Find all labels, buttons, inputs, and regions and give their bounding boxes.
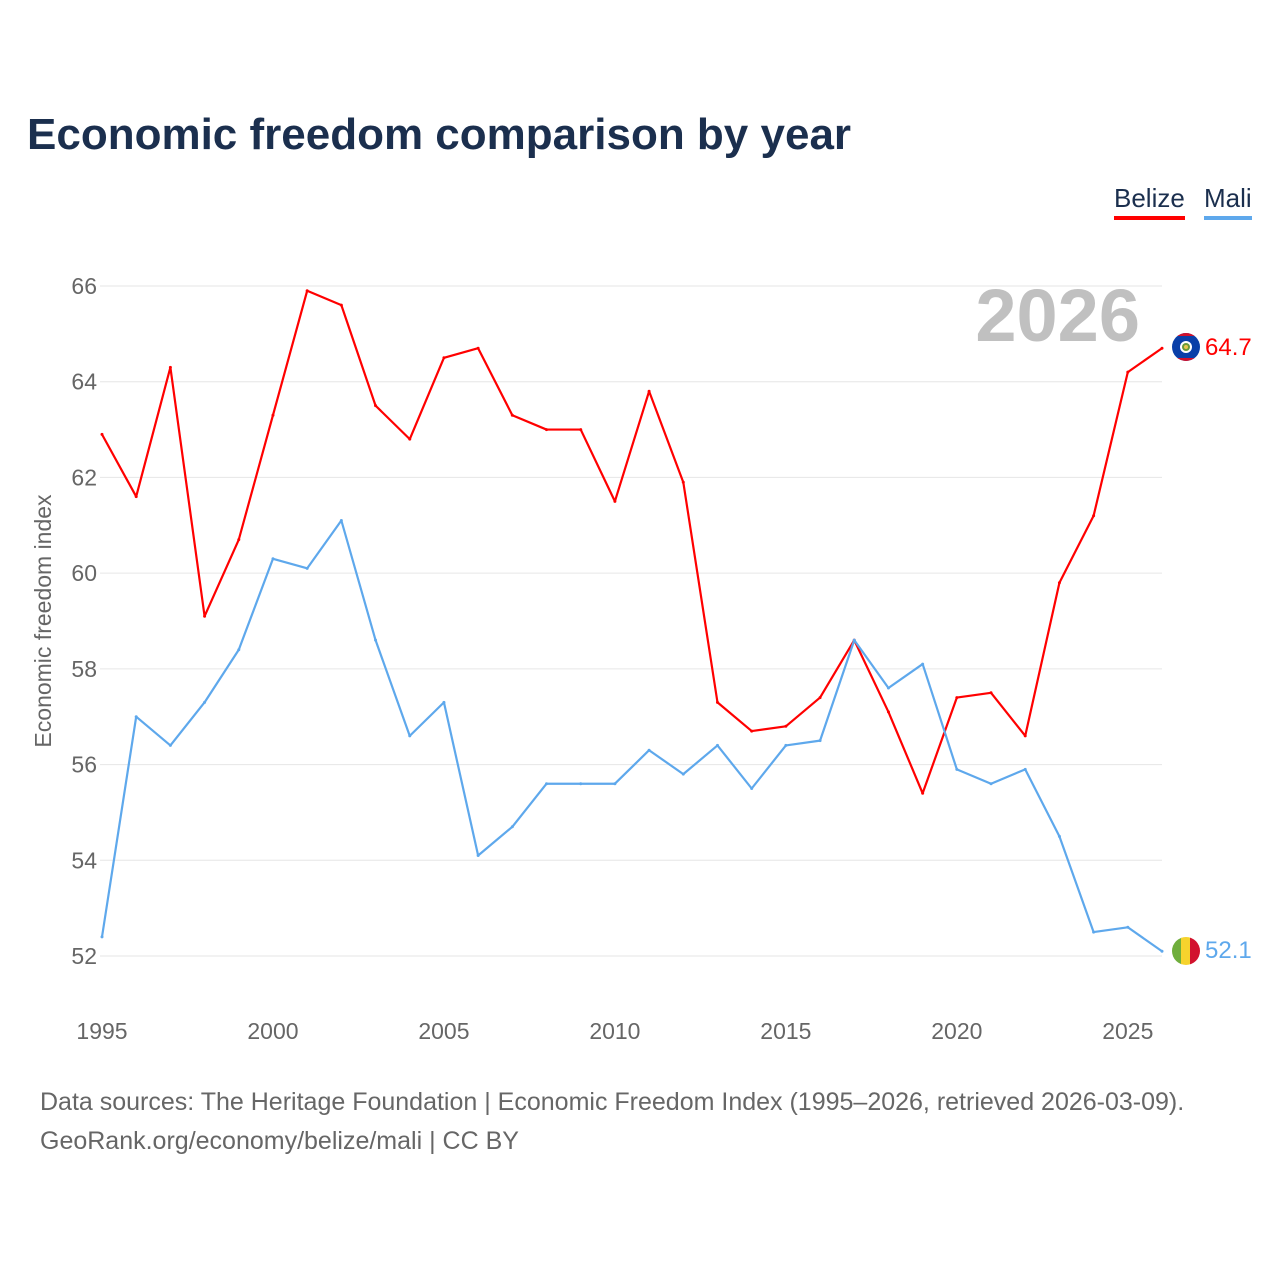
data-point-belize bbox=[715, 700, 719, 704]
series-line-mali bbox=[100, 519, 1163, 953]
data-point-mali bbox=[134, 715, 138, 719]
data-point-mali bbox=[1023, 767, 1027, 771]
data-point-mali bbox=[305, 566, 309, 570]
y-tick-label: 66 bbox=[71, 273, 97, 299]
data-point-belize bbox=[750, 729, 754, 733]
data-point-belize bbox=[100, 432, 104, 436]
data-point-mali bbox=[237, 648, 241, 652]
data-point-mali bbox=[681, 772, 685, 776]
data-point-mali bbox=[1092, 930, 1096, 934]
data-point-mali bbox=[100, 935, 104, 939]
gridlines bbox=[100, 285, 1162, 957]
data-point-belize bbox=[476, 346, 480, 350]
data-point-mali bbox=[579, 782, 583, 786]
x-tick-label: 2015 bbox=[760, 1018, 811, 1044]
data-point-belize bbox=[1092, 514, 1096, 518]
data-point-belize bbox=[921, 791, 925, 795]
footer-sources: Data sources: The Heritage Foundation | … bbox=[40, 1088, 1185, 1116]
y-axis-label: Economic freedom index bbox=[30, 494, 56, 748]
data-point-mali bbox=[784, 743, 788, 747]
x-tick-label: 2025 bbox=[1102, 1018, 1153, 1044]
data-point-mali bbox=[339, 519, 343, 522]
mali-end-label: 52.1 bbox=[1205, 937, 1252, 964]
data-point-mali bbox=[442, 700, 446, 704]
data-point-mali bbox=[1057, 834, 1061, 838]
data-point-mali bbox=[955, 767, 959, 771]
data-point-mali bbox=[852, 638, 856, 642]
data-point-belize bbox=[989, 691, 993, 695]
y-tick-label: 54 bbox=[71, 847, 97, 873]
data-point-belize bbox=[784, 724, 788, 728]
data-point-belize bbox=[374, 404, 378, 408]
data-point-mali bbox=[818, 739, 822, 743]
belize-flag-icon bbox=[1172, 333, 1200, 361]
data-point-belize bbox=[339, 303, 343, 307]
data-point-belize bbox=[442, 356, 446, 360]
data-point-belize bbox=[271, 413, 275, 417]
y-tick-label: 64 bbox=[71, 369, 97, 395]
x-tick-label: 1995 bbox=[76, 1018, 127, 1044]
data-point-mali bbox=[886, 686, 890, 690]
y-tick-label: 62 bbox=[71, 464, 97, 490]
data-point-mali bbox=[989, 782, 993, 786]
legend-belize[interactable]: Belize bbox=[1114, 183, 1185, 220]
series-line-belize bbox=[101, 289, 1163, 795]
data-point-belize bbox=[134, 495, 138, 499]
data-point-mali bbox=[408, 734, 412, 738]
data-point-mali bbox=[1126, 925, 1130, 929]
data-point-belize bbox=[818, 696, 822, 700]
data-point-mali bbox=[921, 662, 925, 666]
y-tick-label: 60 bbox=[71, 560, 97, 586]
data-point-mali bbox=[271, 557, 275, 561]
year-watermark: 2026 bbox=[975, 274, 1140, 357]
data-point-mali bbox=[1160, 949, 1164, 953]
footer-credit: GeoRank.org/economy/belize/mali | CC BY bbox=[40, 1127, 519, 1155]
data-point-belize bbox=[1023, 734, 1027, 738]
data-point-belize bbox=[408, 437, 412, 441]
data-point-belize bbox=[1057, 581, 1061, 585]
data-point-belize bbox=[237, 538, 241, 542]
chart-title: Economic freedom comparison by year bbox=[27, 110, 852, 159]
data-point-belize bbox=[886, 710, 890, 714]
data-point-mali bbox=[613, 782, 617, 786]
data-point-mali bbox=[510, 825, 514, 829]
data-point-belize bbox=[955, 696, 959, 700]
data-point-mali bbox=[545, 782, 549, 786]
data-point-mali bbox=[476, 854, 480, 857]
y-tick-label: 58 bbox=[71, 656, 97, 682]
y-tick-label: 52 bbox=[71, 943, 97, 969]
data-point-belize bbox=[1126, 370, 1130, 374]
x-tick-label: 2020 bbox=[931, 1018, 982, 1044]
data-point-belize bbox=[305, 289, 309, 293]
data-point-belize bbox=[681, 480, 685, 484]
data-point-mali bbox=[647, 748, 651, 752]
data-point-belize bbox=[579, 428, 583, 432]
data-point-mali bbox=[715, 743, 719, 747]
legend-mali[interactable]: Mali bbox=[1204, 183, 1252, 220]
belize-end-label: 64.7 bbox=[1205, 334, 1252, 361]
data-point-belize bbox=[203, 614, 207, 618]
data-point-belize bbox=[510, 413, 514, 417]
data-point-belize bbox=[613, 499, 617, 503]
data-point-mali bbox=[374, 638, 378, 642]
data-point-mali bbox=[168, 743, 172, 747]
data-point-belize bbox=[647, 389, 651, 393]
data-point-mali bbox=[203, 700, 207, 704]
data-point-belize bbox=[168, 365, 172, 369]
y-tick-label: 56 bbox=[71, 752, 97, 778]
data-point-belize bbox=[545, 428, 549, 432]
mali-flag-icon bbox=[1172, 937, 1200, 965]
x-tick-label: 2000 bbox=[247, 1018, 298, 1044]
x-tick-label: 2010 bbox=[589, 1018, 640, 1044]
x-tick-label: 2005 bbox=[418, 1018, 469, 1044]
data-point-mali bbox=[750, 787, 754, 790]
data-point-belize bbox=[1160, 346, 1164, 350]
